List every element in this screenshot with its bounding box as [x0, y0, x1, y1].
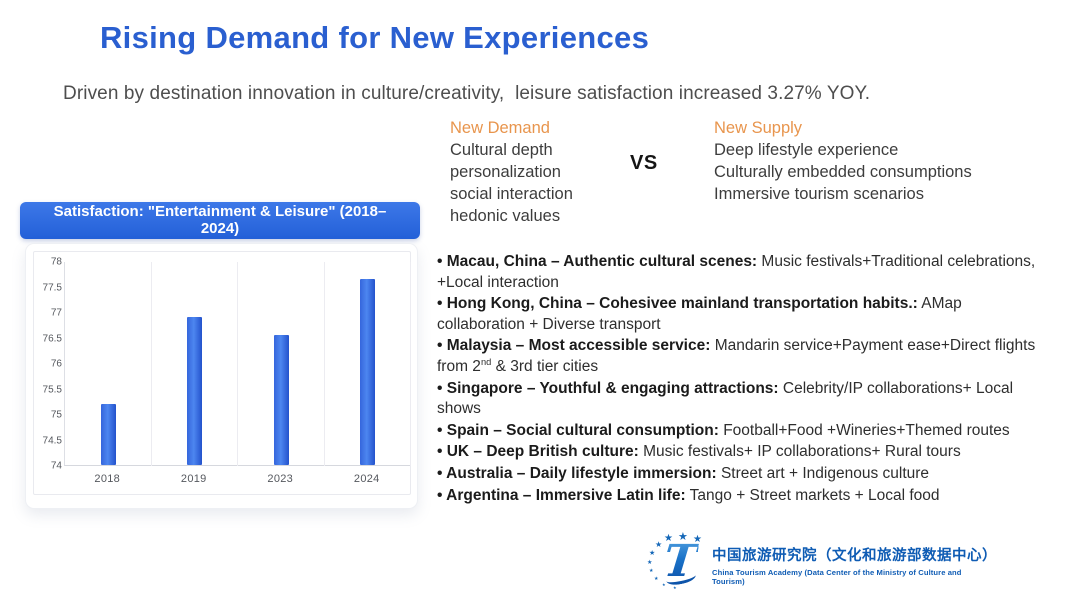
star-icon: ★	[693, 535, 702, 545]
gridline	[65, 262, 152, 466]
new-demand-heading: New Demand	[450, 119, 550, 137]
new-supply-items: Deep lifestyle experience Culturally embe…	[714, 139, 1044, 205]
china-tourism-academy-logo: ★★★★★★★★★★ T	[647, 532, 708, 590]
new-supply-heading: New Supply	[714, 119, 803, 137]
org-name-cn: 中国旅游研究院（文化和旅游部数据中心）	[712, 548, 997, 564]
x-axis-tick-label: 2024	[353, 473, 380, 485]
y-axis-tick-label: 76	[50, 358, 62, 370]
bullet-lead: • Malaysia – Most accessible service:	[437, 337, 711, 355]
list-item: • Macau, China – Authentic cultural scen…	[437, 252, 1037, 293]
list-item: personalization	[450, 163, 561, 181]
footer-text: 中国旅游研究院（文化和旅游部数据中心） China Tourism Academ…	[712, 544, 997, 586]
y-axis-tick-label: 78	[50, 256, 62, 268]
page-title: Rising Demand for New Experiences	[100, 20, 650, 55]
y-axis-tick-label: 76.5	[42, 333, 62, 344]
bullet-lead: • Australia – Daily lifestyle immersion:	[437, 464, 717, 482]
bar-2024	[360, 278, 376, 465]
star-icon: ★	[649, 568, 654, 574]
list-item: • Malaysia – Most accessible service: Ma…	[437, 336, 1037, 377]
vs-label: VS	[630, 152, 658, 174]
bullet-list: • Macau, China – Authentic cultural scen…	[437, 252, 1037, 507]
bullet-desc: Mandarin service+Payment ease+Direct fli…	[437, 337, 1036, 375]
gridline	[325, 262, 411, 466]
new-supply-block: New Supply Deep lifestyle experience Cult…	[714, 117, 1044, 205]
bullet-desc: Street art + Indigenous culture	[716, 464, 930, 482]
bullet-lead: • Spain – Social cultural consumption:	[437, 421, 719, 439]
list-item: • Australia – Daily lifestyle immersion:…	[437, 464, 1037, 485]
y-axis-tick-label: 74.5	[42, 435, 62, 446]
gridline	[238, 262, 325, 466]
bullet-lead: • Macau, China – Authentic cultural scen…	[437, 253, 758, 270]
x-axis-tick-label: 2019	[180, 473, 207, 485]
chart-title-banner: Satisfaction: "Entertainment & Leisure" …	[20, 202, 420, 239]
subtitle: Driven by destination innovation in cult…	[63, 83, 871, 104]
bullet-lead: • UK – Deep British culture:	[437, 443, 639, 461]
y-axis-tick-label: 77.5	[42, 282, 62, 293]
list-item: • Singapore – Youthful & engaging attrac…	[437, 379, 1037, 420]
list-item: hedonic values	[450, 207, 561, 225]
star-icon: ★	[654, 576, 659, 582]
list-item: Immersive tourism scenarios	[714, 185, 924, 203]
list-item: Deep lifestyle experience	[714, 141, 899, 159]
bullet-lead: • Hong Kong, China – Cohesivee mainland …	[437, 295, 918, 313]
list-item: Culturally embedded consumptions	[714, 163, 972, 181]
list-item: • Argentina – Immersive Latin life: Tang…	[437, 486, 1037, 507]
bullet-lead: • Argentina – Immersive Latin life:	[437, 486, 686, 504]
star-icon: ★	[649, 550, 656, 557]
org-name-en: China Tourism Academy (Data Center of th…	[712, 568, 962, 586]
gridline	[152, 262, 238, 466]
list-item: • Hong Kong, China – Cohesivee mainland …	[437, 294, 1037, 335]
bullet-desc: & 3rd tier cities	[491, 357, 599, 375]
list-item: Cultural depth	[450, 141, 553, 159]
x-axis-tick-label: 2023	[267, 473, 294, 485]
bullet-desc: Music festivals+ IP collaborations+ Rura…	[638, 443, 961, 461]
list-item: • UK – Deep British culture: Music festi…	[437, 442, 1037, 463]
footer: ★★★★★★★★★★ T 中国旅游研究院（文化和旅游部数据中心） China T…	[647, 532, 997, 592]
star-icon: ★	[655, 540, 663, 549]
star-icon: ★	[664, 534, 673, 544]
bullet-desc: Celebrity/IP collaborations+ Local shows	[437, 379, 1014, 418]
bullet-desc: Tango + Street markets + Local food	[685, 486, 940, 504]
list-item: social interaction	[450, 185, 573, 203]
new-demand-items: Cultural depth personalization social inte…	[450, 139, 635, 227]
star-icon: ★	[647, 560, 653, 566]
chart-plot-area: 78 77.5 77 76.5 76 75.5 75 74.5 74 2018 2019 2023 2…	[33, 251, 411, 495]
bullet-desc: Music festivals+Traditional celebrations…	[437, 253, 1036, 291]
star-icon: ★	[673, 585, 677, 590]
list-item: • Spain – Social cultural consumption: F…	[437, 421, 1037, 442]
chart-title: Satisfaction: "Entertainment & Leisure" …	[53, 203, 387, 237]
bar-2019	[187, 317, 203, 465]
new-demand-block: New Demand Cultural depth personalization…	[450, 117, 635, 227]
y-axis-tick-label: 77	[50, 307, 62, 319]
x-axis-tick-label: 2018	[94, 473, 121, 485]
chart-grid	[64, 262, 411, 466]
star-icon: ★	[662, 583, 666, 587]
chart-card: 78 77.5 77 76.5 76 75.5 75 74.5 74 2018 2019 2023 2…	[25, 243, 418, 509]
y-axis-tick-label: 74	[50, 460, 62, 472]
bullet-desc: AMap collaboration + Diverse transport	[437, 295, 962, 333]
bar-2023	[273, 334, 289, 465]
star-icon: ★	[678, 532, 688, 543]
y-axis-tick-label: 75	[50, 409, 62, 421]
bullet-desc: Football+Food +Wineries+Themed routes	[718, 421, 1010, 439]
bullet-desc: nd	[480, 356, 492, 367]
bar-2018	[100, 403, 116, 465]
bullet-lead: • Singapore – Youthful & engaging attrac…	[437, 379, 779, 397]
y-axis-tick-label: 75.5	[42, 384, 62, 395]
